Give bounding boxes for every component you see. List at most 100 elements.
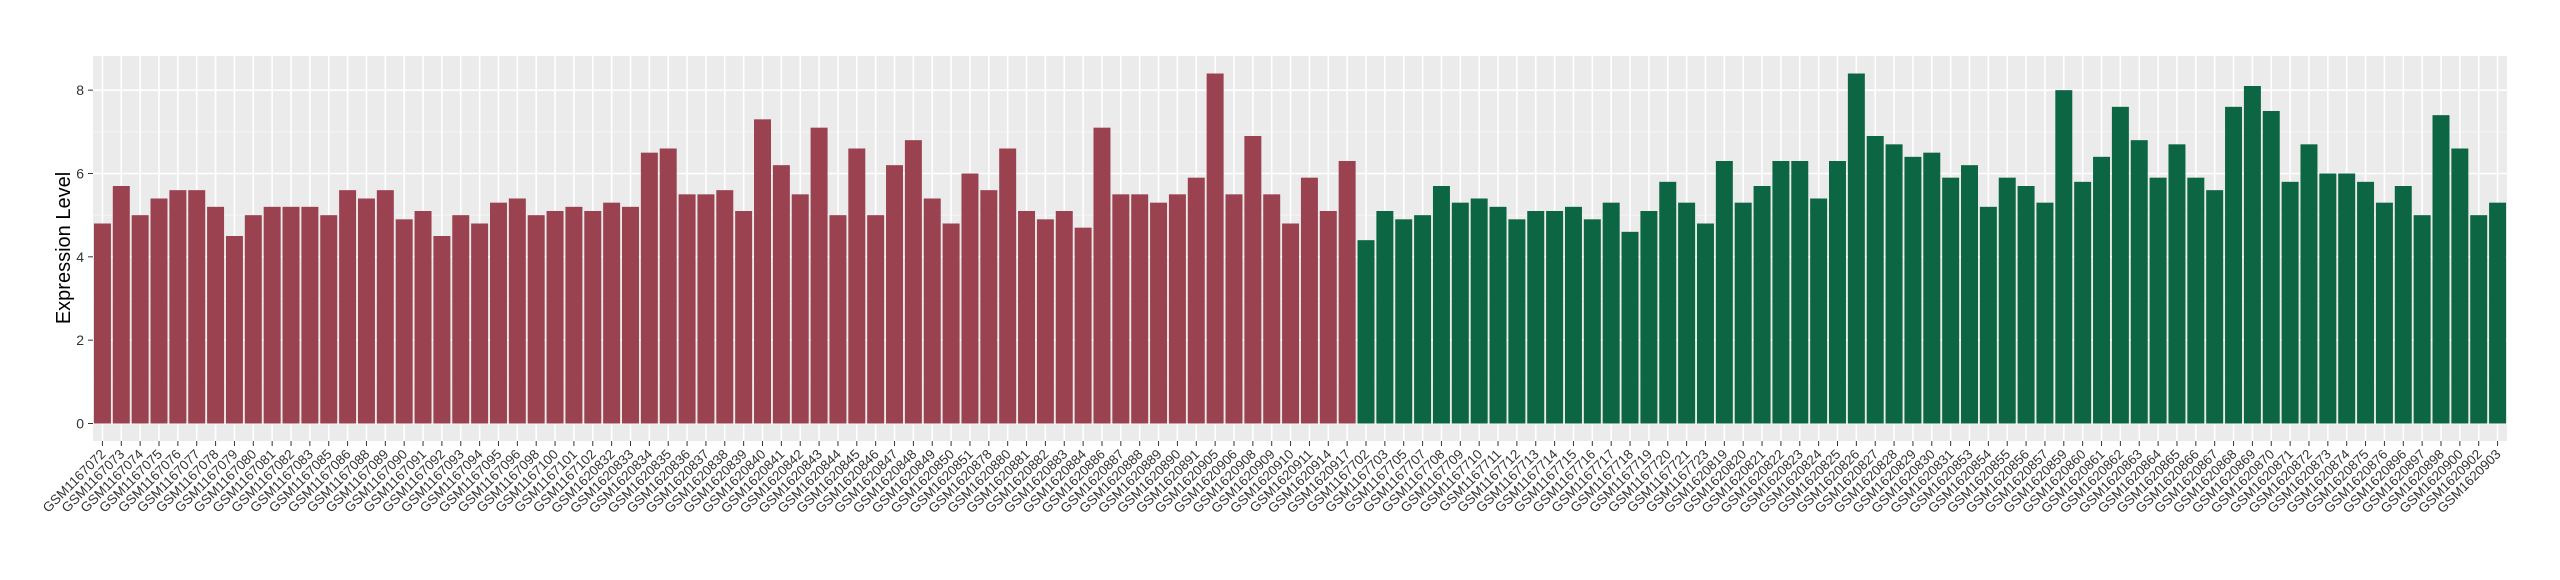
bar [320,215,338,424]
bar [2130,140,2148,424]
bar [112,186,130,424]
bar [1640,211,1658,424]
bar [2357,181,2375,424]
bar [961,173,979,424]
bar [225,236,243,424]
bar [904,140,922,424]
bar [2111,106,2129,424]
bar [150,198,168,424]
bar [1979,206,1997,424]
y-tick-label: 8 [76,82,84,98]
y-tick-label: 4 [76,249,84,265]
bar [2489,202,2507,424]
bar [244,215,262,424]
bar [1961,165,1978,424]
bar [1357,240,1375,424]
bar [207,206,225,424]
bar [1055,211,1073,424]
bar [2470,215,2488,424]
bar [1621,231,1639,424]
bar [1866,136,1884,424]
bar [2187,177,2205,424]
bar [2319,173,2337,424]
bar [339,190,357,424]
bar [1829,161,1846,424]
bar [848,148,866,424]
bar [678,194,696,424]
bar [2432,115,2450,424]
bar [659,148,677,424]
bar [1791,161,1809,424]
bar [1923,152,1941,424]
bar [1998,177,2016,424]
bar [1527,211,1545,424]
bar [2074,181,2092,424]
bar [1338,161,1356,424]
bar [1885,144,1903,424]
bar [1225,194,1243,424]
bar [1734,202,1752,424]
bar [131,215,149,424]
bar [640,152,658,424]
bar [1187,177,1205,424]
y-tick-label: 0 [76,416,84,432]
bar [452,215,470,424]
bar [2394,186,2412,424]
bar [1074,227,1092,424]
bar [471,223,489,424]
bar [1206,73,1224,424]
bar [1546,211,1564,424]
bar [489,202,507,424]
bar [1414,215,1432,424]
bar [1583,219,1601,424]
bar [2338,173,2356,424]
bar [1602,202,1620,424]
bar [2017,186,2035,424]
bar [923,198,941,424]
bar [1112,194,1130,424]
bar [980,190,998,424]
bar [697,194,715,424]
bar [169,190,187,424]
bar [2149,177,2167,424]
y-axis-title: Expression Level [53,172,75,324]
bar [1168,194,1186,424]
bar [301,206,319,424]
bar [527,215,545,424]
bar [622,206,639,424]
bar [1659,181,1677,424]
bar [1131,194,1149,424]
bar [2093,156,2111,424]
bar [2451,148,2469,424]
bar [357,198,375,424]
bar [2300,144,2318,424]
bar [1376,211,1394,424]
bar [1282,223,1300,424]
bar [414,211,432,424]
bar [433,236,451,424]
bar [2281,181,2299,424]
bar [1300,177,1318,424]
bar [1564,206,1582,424]
bar [2413,215,2431,424]
bar [735,211,753,424]
bar [1451,202,1469,424]
bar [93,223,111,424]
bar [1150,202,1168,424]
bar [263,206,281,424]
bar [1904,156,1922,424]
bar [565,206,583,424]
bar [1715,161,1733,424]
bar [2055,90,2073,424]
bar [395,219,413,424]
bar [867,215,885,424]
bar [282,206,300,424]
bar [1093,127,1111,424]
bar [603,202,621,424]
bar [1036,219,1054,424]
bar [1395,219,1413,424]
bar [1696,223,1714,424]
bar [829,215,847,424]
bar [2375,202,2393,424]
